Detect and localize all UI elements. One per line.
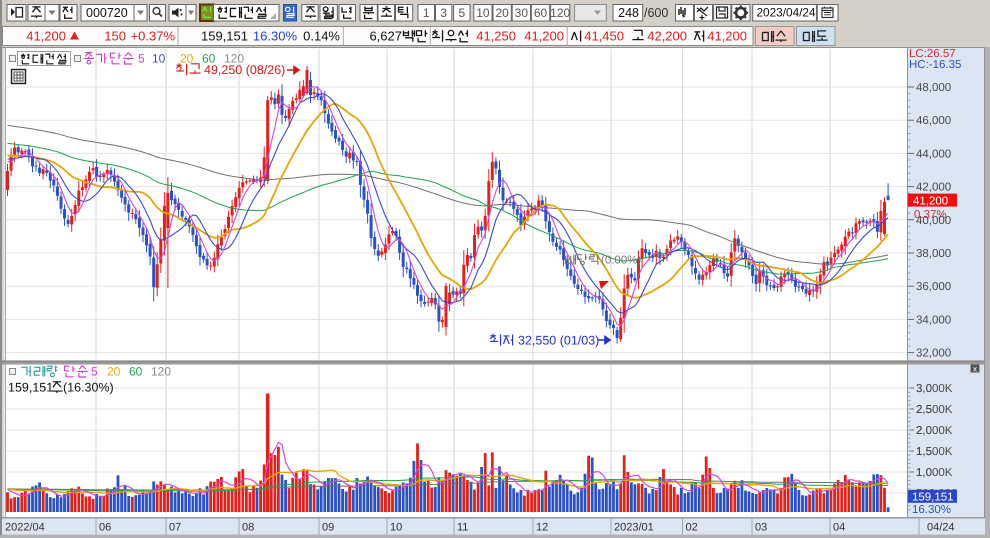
svg-text:3: 3	[440, 6, 447, 20]
svg-text:32,000: 32,000	[916, 348, 951, 360]
svg-text:248: 248	[618, 6, 639, 20]
svg-text:41,450: 41,450	[584, 29, 624, 44]
svg-text:16.30%: 16.30%	[912, 504, 951, 516]
svg-text:2,000K: 2,000K	[916, 425, 953, 437]
svg-text:2.5: 2.5	[916, 404, 932, 416]
svg-text:3,000K: 3,000K	[916, 383, 953, 395]
svg-text:1.5: 1.5	[916, 446, 932, 458]
svg-text:49,250 (08/26): 49,250 (08/26)	[204, 63, 285, 77]
svg-text:120: 120	[151, 365, 171, 379]
svg-text:2023/01: 2023/01	[614, 522, 654, 534]
svg-text:30: 30	[515, 6, 529, 20]
svg-text:20: 20	[180, 52, 194, 66]
svg-text:2022/04: 2022/04	[5, 522, 45, 534]
svg-text:41,200: 41,200	[913, 196, 948, 208]
svg-text:1.0: 1.0	[916, 467, 932, 479]
svg-text:38,000: 38,000	[916, 248, 951, 260]
svg-text:3.0: 3.0	[916, 383, 932, 395]
svg-text:42,200: 42,200	[647, 29, 687, 44]
svg-text:120: 120	[550, 6, 570, 20]
svg-text:x: x	[973, 365, 977, 374]
svg-text:6,627: 6,627	[369, 29, 402, 44]
svg-text:60: 60	[202, 52, 216, 66]
svg-text:0.37%: 0.37%	[914, 209, 947, 221]
svg-text:HC:-16.35: HC:-16.35	[909, 59, 961, 71]
svg-text:120: 120	[224, 52, 244, 66]
svg-text:36,000: 36,000	[916, 281, 951, 293]
svg-text:41,200: 41,200	[26, 29, 66, 44]
svg-text:07: 07	[169, 522, 181, 534]
svg-text:0.14%: 0.14%	[303, 29, 340, 44]
svg-text:46,000: 46,000	[916, 115, 951, 127]
svg-text:16.30%: 16.30%	[253, 29, 298, 44]
svg-text:42,000: 42,000	[916, 182, 951, 194]
svg-text:02: 02	[686, 522, 698, 534]
svg-text:159,151: 159,151	[8, 381, 53, 395]
svg-text:44,000: 44,000	[916, 148, 951, 160]
svg-text:150: 150	[104, 29, 126, 44]
svg-text:1,500K: 1,500K	[916, 446, 953, 458]
svg-text:20: 20	[495, 6, 509, 20]
svg-text:06: 06	[99, 522, 111, 534]
svg-text:5: 5	[458, 6, 465, 20]
svg-text:2023/04/24: 2023/04/24	[757, 6, 816, 20]
svg-text:159,151: 159,151	[912, 492, 954, 504]
svg-text:60: 60	[129, 365, 143, 379]
svg-text:1: 1	[423, 6, 430, 20]
svg-text:60: 60	[534, 6, 548, 20]
svg-text:2: 2	[916, 425, 922, 437]
svg-text:11: 11	[457, 522, 468, 534]
svg-text:34,000: 34,000	[916, 314, 951, 326]
svg-text:10: 10	[152, 52, 166, 66]
svg-text:2.0: 2.0	[916, 425, 932, 437]
svg-text:09: 09	[322, 522, 334, 534]
svg-text:LC:26.57: LC:26.57	[909, 48, 956, 60]
svg-text:04/24: 04/24	[927, 522, 955, 534]
svg-text:48,000: 48,000	[916, 82, 951, 94]
svg-text:32,550 (01/03): 32,550 (01/03)	[518, 334, 599, 348]
svg-text:04: 04	[833, 522, 845, 534]
svg-text:(0.00%): (0.00%)	[601, 255, 641, 267]
svg-text:159,151: 159,151	[201, 29, 248, 44]
svg-text:41,200: 41,200	[524, 29, 564, 44]
svg-text:10: 10	[390, 522, 402, 534]
svg-text:08: 08	[242, 522, 254, 534]
svg-text:10: 10	[476, 6, 490, 20]
svg-text:20: 20	[107, 365, 121, 379]
svg-text:2,500K: 2,500K	[916, 404, 953, 416]
svg-text:/600: /600	[644, 6, 668, 20]
svg-text:5: 5	[138, 52, 145, 66]
svg-text:2.5: 2.5	[916, 404, 932, 416]
svg-text:03: 03	[755, 522, 767, 534]
svg-text:+0.37%: +0.37%	[131, 29, 176, 44]
svg-text:000720: 000720	[86, 6, 128, 20]
svg-text:1.5: 1.5	[916, 446, 932, 458]
svg-text:41,200: 41,200	[707, 29, 747, 44]
svg-text:1: 1	[916, 467, 922, 479]
svg-text:(16.30%): (16.30%)	[63, 381, 114, 395]
svg-text:41,250: 41,250	[476, 29, 516, 44]
svg-text:1,000K: 1,000K	[916, 467, 953, 479]
svg-text:5: 5	[91, 365, 98, 379]
svg-text:12: 12	[536, 522, 548, 534]
svg-text:40,000: 40,000	[916, 215, 951, 227]
